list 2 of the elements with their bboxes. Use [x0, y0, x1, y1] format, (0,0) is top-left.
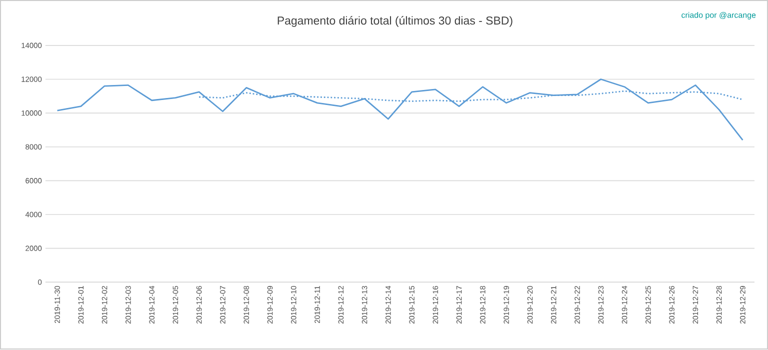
chart-title: Pagamento diário total (últimos 30 dias - SBD) — [278, 16, 512, 28]
line-series — [56, 78, 744, 142]
